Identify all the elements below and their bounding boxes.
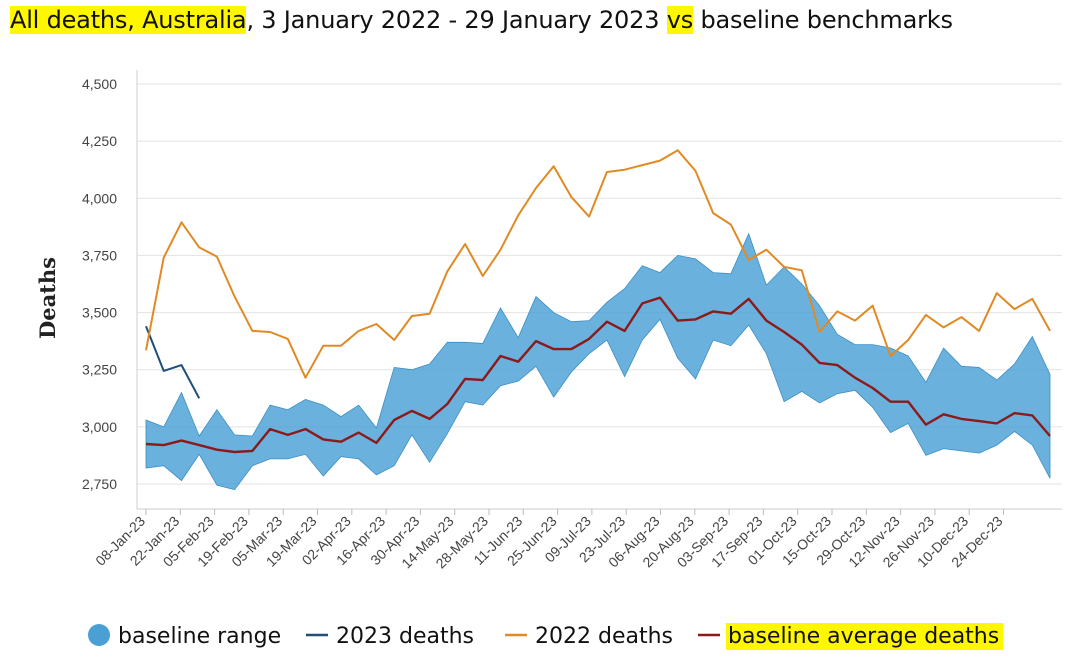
x-tick-label: 12-Nov-23 xyxy=(845,513,903,571)
x-tick-label: 25-Jun-23 xyxy=(504,513,560,569)
series-layer xyxy=(145,149,1051,491)
x-tick-label: 06-Aug-23 xyxy=(605,513,663,571)
x-tick-label: 14-May-23 xyxy=(398,513,457,572)
x-tick-label: 19-Feb-23 xyxy=(194,513,251,570)
legend-label: 2022 deaths xyxy=(535,624,673,649)
legend-item: 2023 deaths xyxy=(306,624,474,649)
x-tick-label: 08-Jan-23 xyxy=(92,513,148,569)
legend-label: baseline range xyxy=(118,624,281,649)
x-tick-label: 20-Aug-23 xyxy=(639,513,697,571)
x-tick-label: 26-Nov-23 xyxy=(879,513,937,571)
series-2023-deaths-line xyxy=(145,325,201,399)
legend-highlight xyxy=(726,623,1004,650)
x-tick-label: 10-Dec-23 xyxy=(914,513,972,571)
x-tick-label: 15-Oct-23 xyxy=(779,513,834,568)
legend-item: 2022 deaths xyxy=(505,624,673,649)
y-tick-label: 3,000 xyxy=(82,419,117,435)
x-tick-label: 11-Jun-23 xyxy=(470,513,525,568)
x-tick-label: 24-Dec-23 xyxy=(948,513,1006,571)
y-axis-label: Deaths xyxy=(35,257,60,339)
x-ticks: 08-Jan-2322-Jan-2305-Feb-2319-Feb-2305-M… xyxy=(92,509,1006,571)
gridlines xyxy=(137,83,1062,485)
x-tick-label: 09-Jul-23 xyxy=(541,513,594,566)
x-tick-label: 30-Apr-23 xyxy=(367,513,422,568)
title-part-highlighted: All deaths, Australia xyxy=(10,6,247,34)
x-tick-label: 23-Jul-23 xyxy=(576,513,629,566)
y-tick-label: 3,750 xyxy=(82,247,117,263)
y-tick-label: 4,250 xyxy=(82,133,117,149)
x-tick-label: 16-Apr-23 xyxy=(333,513,388,568)
title-part: baseline benchmarks xyxy=(693,6,953,34)
y-tick-label: 3,500 xyxy=(82,305,117,321)
title-part-highlighted: vs xyxy=(666,6,694,34)
series-baseline-range-area xyxy=(145,232,1051,491)
legend: baseline range 2023 deaths 2022 deaths base… xyxy=(88,623,1004,650)
series-baseline-average-deaths-line xyxy=(145,296,1051,454)
title-part: , 3 January 2022 - 29 January 2023 xyxy=(246,6,667,34)
legend-label: baseline average deaths xyxy=(728,624,999,649)
legend-item: baseline average deaths xyxy=(698,623,1004,650)
legend-label: 2023 deaths xyxy=(336,624,474,649)
legend-circle-icon xyxy=(88,624,110,646)
series-2022-deaths-line xyxy=(145,149,1051,379)
x-tick-label: 01-Oct-23 xyxy=(744,513,799,568)
x-tick-label: 19-Mar-23 xyxy=(263,513,320,570)
x-tick-label: 17-Sep-23 xyxy=(708,513,766,571)
chart-title: All deaths, Australia, 3 January 2022 - … xyxy=(10,6,953,34)
y-tick-label: 2,750 xyxy=(82,476,117,492)
x-tick-label: 28-May-23 xyxy=(432,513,491,572)
x-tick-label: 03-Sep-23 xyxy=(674,513,732,571)
y-tick-label: 3,250 xyxy=(82,362,117,378)
x-tick-label: 05-Mar-23 xyxy=(228,513,285,570)
x-tick-label: 05-Feb-23 xyxy=(160,513,217,570)
y-ticks: 2,750 3,000 3,250 3,500 3,750 4,000 4,250 4,500 xyxy=(82,76,117,492)
x-tick-label: 22-Jan-23 xyxy=(127,513,183,569)
y-tick-label: 4,500 xyxy=(82,76,117,92)
y-tick-label: 4,000 xyxy=(82,190,117,206)
x-tick-label: 29-Oct-23 xyxy=(813,513,868,568)
legend-item: baseline range xyxy=(88,624,281,649)
x-tick-label: 02-Apr-23 xyxy=(299,513,354,568)
